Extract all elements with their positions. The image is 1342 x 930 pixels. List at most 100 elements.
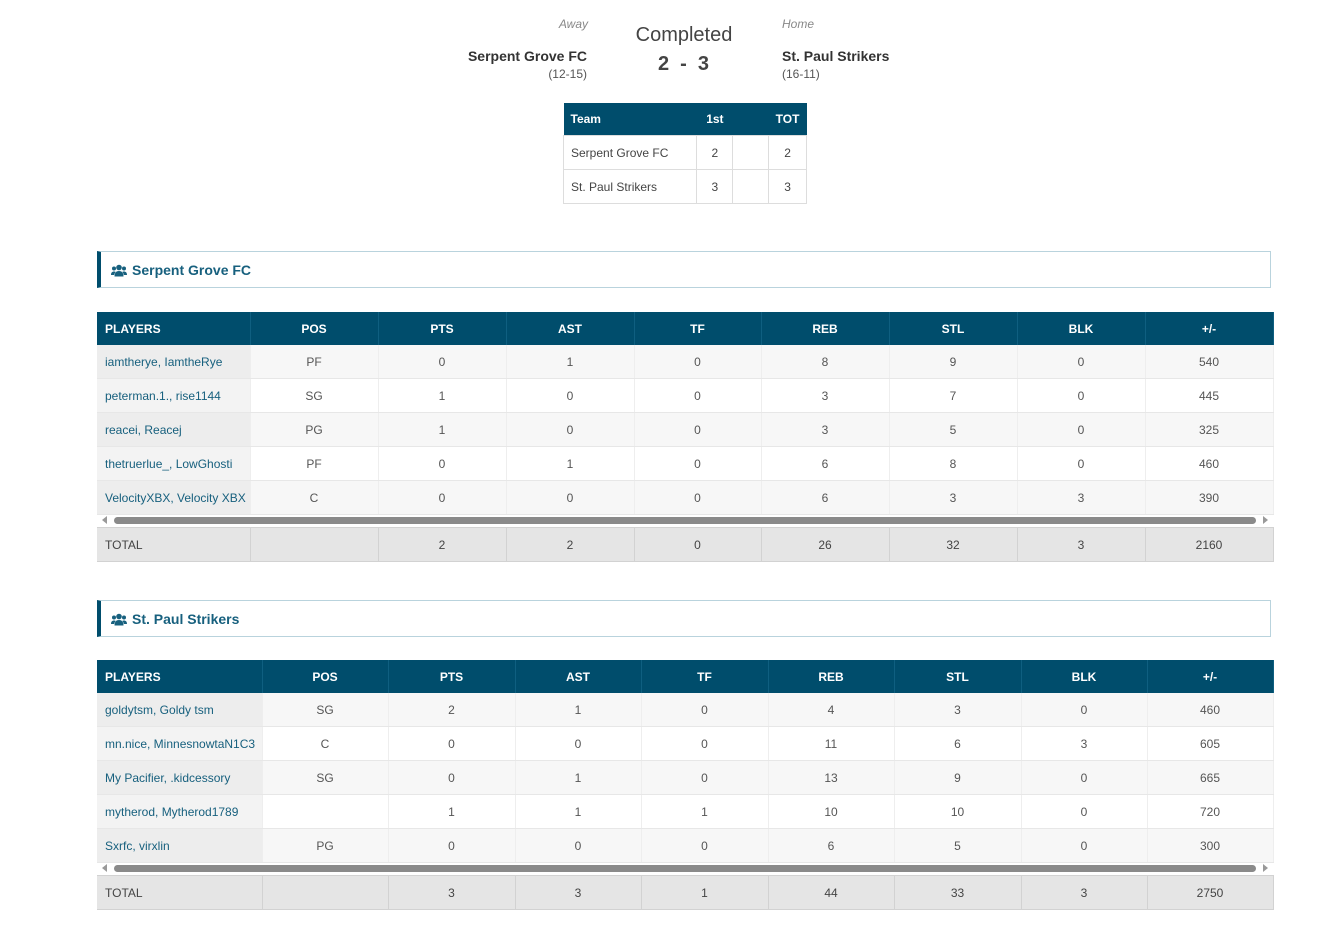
col-pts[interactable]: PTS: [388, 660, 516, 693]
horizontal-scrollbar[interactable]: [97, 862, 1273, 874]
stat-cell: 6: [761, 446, 890, 481]
stat-cell: 0: [641, 693, 769, 727]
stat-cell: 0: [1017, 378, 1146, 413]
stat-cell: 0: [1017, 345, 1146, 379]
col-reb[interactable]: REB: [761, 312, 890, 345]
stat-cell: 0: [1017, 446, 1146, 481]
player-link[interactable]: mn.nice, MinnesnowtaN1C3: [97, 726, 263, 761]
total-cell: 3: [515, 875, 642, 910]
col-tf[interactable]: TF: [641, 660, 769, 693]
total-cell: 44: [768, 875, 895, 910]
col-ast[interactable]: AST: [515, 660, 642, 693]
team-header-away: Serpent Grove FC: [97, 251, 1271, 288]
stat-cell: 0: [388, 760, 516, 795]
stat-cell: 0: [388, 828, 516, 863]
stat-cell: 460: [1147, 693, 1274, 727]
total-cell: 2: [506, 527, 635, 562]
player-link[interactable]: thetruerlue_, LowGhosti: [97, 446, 251, 481]
box-score-away: PLAYERS POS PTS AST TF REB STL BLK +/- i…: [97, 312, 1274, 515]
totals-label: TOTAL: [97, 527, 251, 562]
users-icon: [111, 264, 127, 276]
player-link[interactable]: VelocityXBX, Velocity XBX: [97, 480, 251, 515]
col-pos[interactable]: POS: [250, 312, 379, 345]
arrow-right-icon[interactable]: [1263, 864, 1268, 872]
player-link[interactable]: peterman.1., rise1144: [97, 378, 251, 413]
col-tf[interactable]: TF: [634, 312, 762, 345]
col-pos[interactable]: POS: [262, 660, 389, 693]
team-name-home[interactable]: St. Paul Strikers: [132, 611, 240, 627]
table-row: peterman.1., rise1144 SG 1 0 0 3 7 0 445: [97, 378, 1274, 413]
col-players[interactable]: PLAYERS: [97, 660, 263, 693]
col-players[interactable]: PLAYERS: [97, 312, 251, 345]
total-cell: 1: [641, 875, 769, 910]
col-pts[interactable]: PTS: [378, 312, 507, 345]
stat-cell: 6: [768, 828, 895, 863]
stat-cell: 1: [378, 412, 507, 447]
col-plus-minus[interactable]: +/-: [1145, 312, 1274, 345]
stat-cell: 0: [1021, 794, 1148, 829]
stat-cell: 1: [506, 446, 635, 481]
total-cell: 26: [761, 527, 890, 562]
period-1st: 3: [696, 169, 734, 204]
stat-cell: 0: [641, 726, 769, 761]
stat-cell: 9: [889, 345, 1018, 379]
away-score: 2: [658, 53, 671, 75]
player-link[interactable]: Sxrfc, virxlin: [97, 828, 263, 863]
col-ast[interactable]: AST: [506, 312, 635, 345]
table-row: thetruerlue_, LowGhosti PF 0 1 0 6 8 0 4…: [97, 446, 1274, 481]
table-row: mn.nice, MinnesnowtaN1C3 C 0 0 0 11 6 3 …: [97, 726, 1274, 761]
col-blk[interactable]: BLK: [1021, 660, 1148, 693]
player-link[interactable]: iamtherye, IamtheRye: [97, 345, 251, 379]
arrow-left-icon[interactable]: [102, 516, 107, 524]
total-cell: [250, 527, 379, 562]
stat-cell: 1: [506, 345, 635, 379]
col-plus-minus[interactable]: +/-: [1147, 660, 1274, 693]
player-link[interactable]: goldytsm, Goldy tsm: [97, 693, 263, 727]
scrollbar-thumb[interactable]: [114, 865, 1256, 872]
arrow-right-icon[interactable]: [1263, 516, 1268, 524]
stat-cell: C: [262, 726, 389, 761]
scrollbar-thumb[interactable]: [114, 517, 1256, 524]
period-2nd: [732, 135, 770, 170]
stat-cell: 3: [1021, 726, 1148, 761]
stat-cell: 0: [641, 828, 769, 863]
totals-home: TOTAL 3 3 1 44 33 3 2750: [97, 875, 1274, 910]
stat-cell: 10: [894, 794, 1022, 829]
stat-cell: 1: [378, 378, 507, 413]
stat-cell: 7: [889, 378, 1018, 413]
stat-cell: 8: [889, 446, 1018, 481]
total-cell: 32: [889, 527, 1018, 562]
horizontal-scrollbar[interactable]: [97, 514, 1273, 526]
period-header-1st: 1st: [696, 103, 733, 136]
team-header-home: St. Paul Strikers: [97, 600, 1271, 637]
col-stl[interactable]: STL: [894, 660, 1022, 693]
team-name-away[interactable]: Serpent Grove FC: [132, 262, 252, 278]
home-score: 3: [697, 53, 710, 75]
total-cell: 33: [894, 875, 1022, 910]
stat-cell: 460: [1145, 446, 1274, 481]
table-row: mytherod, Mytherod1789 1 1 1 10 10 0 720: [97, 794, 1274, 829]
stat-cell: 10: [768, 794, 895, 829]
player-link[interactable]: mytherod, Mytherod1789: [97, 794, 263, 829]
stat-cell: 3: [894, 693, 1022, 727]
away-team-name[interactable]: Serpent Grove FC: [467, 48, 587, 64]
stat-cell: 540: [1145, 345, 1274, 379]
home-team-record: (16-11): [782, 67, 820, 81]
col-blk[interactable]: BLK: [1017, 312, 1146, 345]
stat-cell: 605: [1147, 726, 1274, 761]
stat-cell: 9: [894, 760, 1022, 795]
stat-cell: 0: [378, 446, 507, 481]
player-link[interactable]: reacei, Reacej: [97, 412, 251, 447]
col-reb[interactable]: REB: [768, 660, 895, 693]
away-label: Away: [558, 17, 588, 31]
arrow-left-icon[interactable]: [102, 864, 107, 872]
home-team-name[interactable]: St. Paul Strikers: [782, 48, 890, 64]
stat-cell: 325: [1145, 412, 1274, 447]
period-score-table: Team 1st TOT Serpent Grove FC 2 2 St. Pa…: [562, 103, 807, 204]
stat-cell: PF: [250, 446, 379, 481]
table-row: Sxrfc, virxlin PG 0 0 0 6 5 0 300: [97, 828, 1274, 863]
col-stl[interactable]: STL: [889, 312, 1018, 345]
scoreboard: Away Serpent Grove FC (12-15) Completed …: [0, 0, 1342, 95]
player-link[interactable]: My Pacifier, .kidcessory: [97, 760, 263, 795]
totals-label: TOTAL: [97, 875, 263, 910]
